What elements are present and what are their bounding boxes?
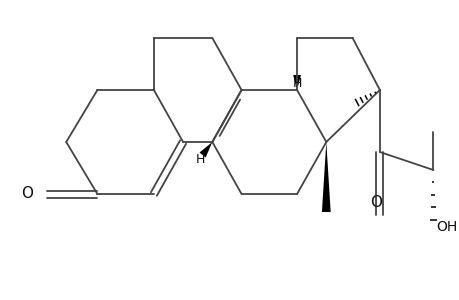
Text: O: O xyxy=(21,187,33,202)
Polygon shape xyxy=(199,142,212,158)
Polygon shape xyxy=(321,142,330,212)
Text: H: H xyxy=(292,77,301,90)
Text: O: O xyxy=(369,195,381,210)
Polygon shape xyxy=(292,75,300,90)
Text: OH: OH xyxy=(436,220,457,234)
Text: H: H xyxy=(196,153,205,166)
